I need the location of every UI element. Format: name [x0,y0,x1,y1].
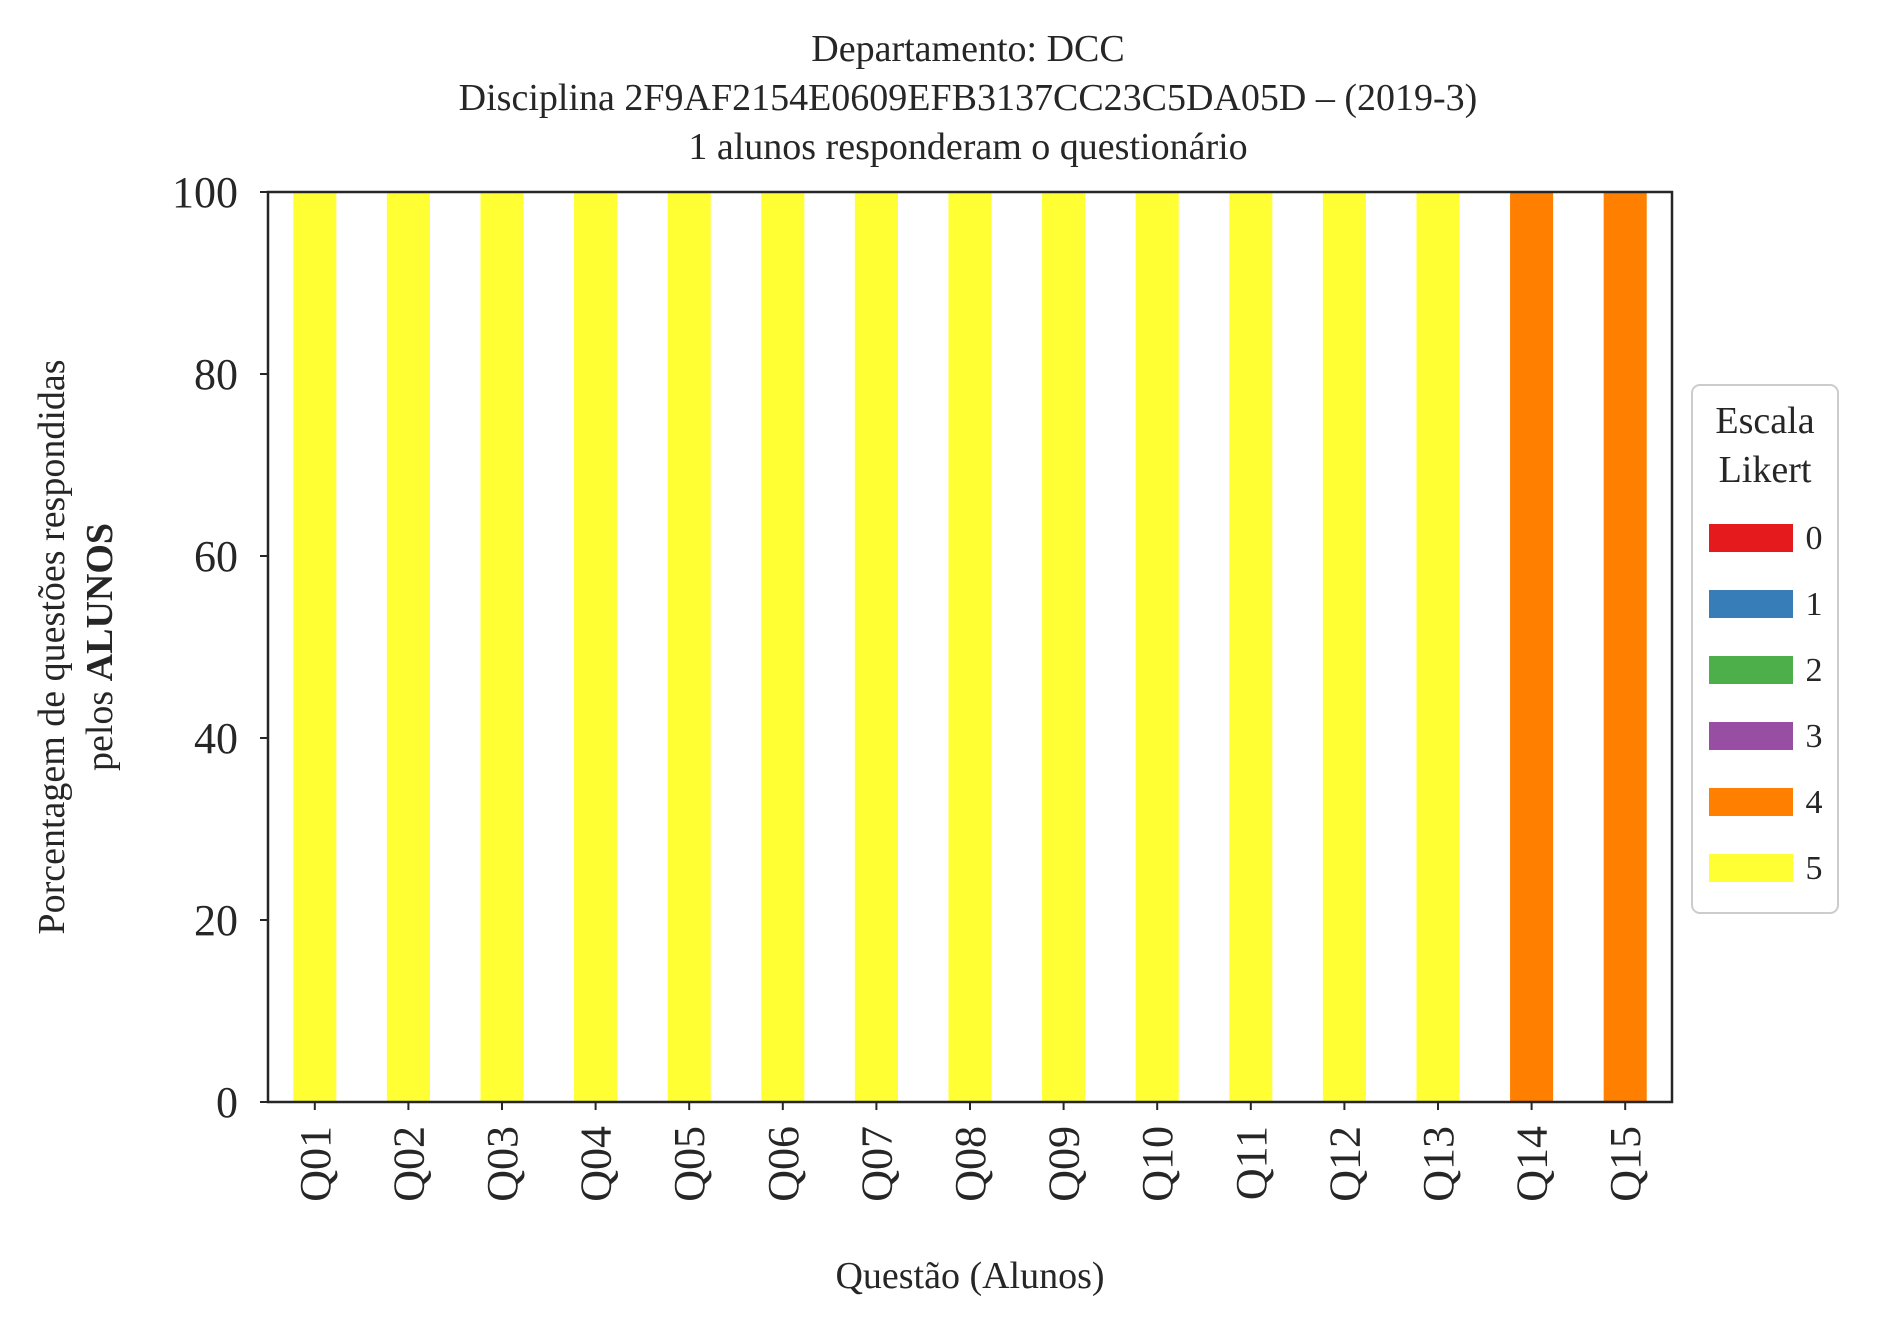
bar-q04-likert-5 [574,192,618,1102]
y-axis-label-bold: ALUNOS [79,523,121,681]
legend-label-5: 5 [1806,850,1823,887]
x-axis-ticks: Q01 Q02 Q03 Q04 Q05 Q06 Q07 Q08 Q09 Q10 Q11 Q12 Q13 Q… [291,1102,1650,1202]
y-tick-label: 60 [194,532,238,581]
x-tick-label: Q02 [384,1126,433,1202]
x-tick-label: Q07 [852,1126,901,1202]
bar-q10-likert-5 [1135,192,1179,1102]
bar-q08-likert-5 [948,192,992,1102]
legend-title-line-1: Escala [1715,400,1814,442]
chart-title-line-1: Departamento: DCC [811,28,1124,70]
bar-q11-likert-5 [1229,192,1273,1102]
legend-label-0: 0 [1806,520,1823,557]
bar-q01-likert-5 [293,192,337,1102]
bar-q09-likert-5 [1042,192,1086,1102]
x-tick-label: Q01 [291,1126,340,1202]
y-axis-ticks: 0 20 40 60 80 100 [172,168,268,1127]
bar-q15-likert-4 [1603,192,1647,1102]
bars-layer [293,192,1647,1102]
y-tick-label: 100 [172,168,238,217]
legend-swatch-2 [1709,656,1793,684]
x-tick-label: Q14 [1508,1126,1557,1202]
legend-items: 0 1 2 3 4 5 [1709,520,1823,887]
bar-q06-likert-5 [761,192,805,1102]
legend-label-2: 2 [1806,652,1823,689]
legend-swatch-1 [1709,590,1793,618]
legend-title-line-2: Likert [1719,449,1812,491]
legend-swatch-4 [1709,788,1793,816]
legend-label-1: 1 [1806,586,1823,623]
legend: Escala Likert 0 1 2 3 4 5 [1691,384,1839,914]
x-tick-label: Q05 [665,1126,714,1202]
y-axis-label-line-1: Porcentagem de questões respondidas [31,359,73,934]
y-tick-label: 20 [194,896,238,945]
y-axis-label-line-2: pelos ALUNOS [79,523,121,771]
bar-q03-likert-5 [480,192,524,1102]
bar-q05-likert-5 [667,192,711,1102]
x-tick-label: Q10 [1133,1126,1182,1202]
legend-swatch-3 [1709,722,1793,750]
bar-q14-likert-4 [1510,192,1554,1102]
x-tick-label: Q03 [478,1126,527,1202]
legend-swatch-0 [1709,524,1793,552]
x-tick-label: Q06 [759,1126,808,1202]
x-tick-label: Q11 [1227,1126,1276,1200]
plot-frame [266,190,1674,1104]
x-tick-label: Q12 [1320,1126,1369,1202]
x-tick-label: Q08 [946,1126,995,1202]
x-tick-label: Q04 [572,1126,621,1202]
bar-q12-likert-5 [1322,192,1366,1102]
chart-title-line-2: Disciplina 2F9AF2154E0609EFB3137CC23C5DA… [459,77,1478,119]
legend-swatch-5 [1709,854,1793,882]
bar-q07-likert-5 [854,192,898,1102]
legend-label-4: 4 [1806,784,1823,821]
y-tick-label: 0 [216,1078,238,1127]
bar-q02-likert-5 [386,192,430,1102]
x-tick-label: Q13 [1414,1126,1463,1202]
legend-label-3: 3 [1806,718,1823,755]
y-axis-label: Porcentagem de questões respondidas pelo… [31,359,121,934]
x-tick-label: Q15 [1601,1126,1650,1202]
y-tick-label: 80 [194,350,238,399]
bar-q13-likert-5 [1416,192,1460,1102]
legend-frame [1691,384,1839,914]
y-axis-label-prefix: pelos [79,681,121,771]
x-tick-label: Q09 [1040,1126,1089,1202]
x-axis-label: Questão (Alunos) [835,1255,1104,1297]
y-tick-label: 40 [194,714,238,763]
chart-title-line-3: 1 alunos responderam o questionário [688,126,1247,168]
